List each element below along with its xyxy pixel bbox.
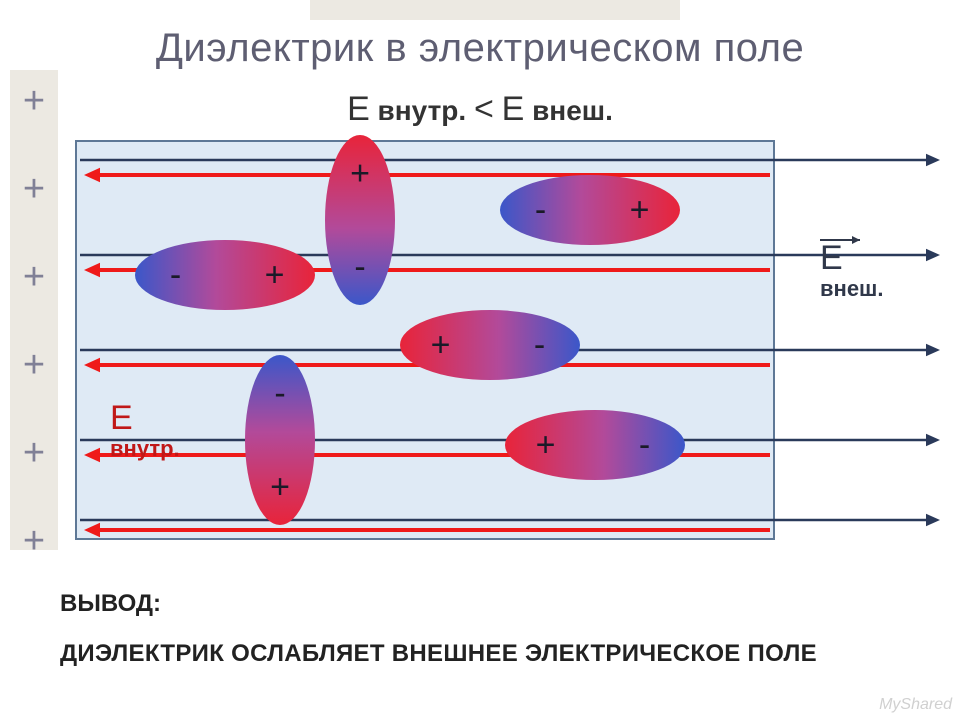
conclusion-heading: ВЫВОД: bbox=[60, 590, 161, 618]
dipole-plus-icon: + bbox=[265, 256, 285, 294]
dipole-plus-icon: + bbox=[536, 426, 556, 464]
conclusion-text: ДИЭЛЕКТРИК ОСЛАБЛЯЕТ ВНЕШНЕЕ ЭЛЕКТРИЧЕСК… bbox=[60, 640, 817, 668]
dipole-plus-icon: + bbox=[630, 191, 650, 229]
label-e-internal: Е внутр. bbox=[110, 400, 180, 462]
dipole-plus-icon: + bbox=[350, 154, 370, 192]
dipole-minus-icon: - bbox=[639, 426, 650, 464]
dipole-plus-icon: + bbox=[431, 326, 451, 364]
dipole: +- bbox=[505, 410, 685, 480]
dipole-minus-icon: - bbox=[274, 374, 285, 412]
dipole: +- bbox=[135, 240, 315, 310]
dipole: +- bbox=[400, 310, 580, 380]
dipole: +- bbox=[500, 175, 680, 245]
dipole-minus-icon: - bbox=[354, 248, 365, 286]
watermark: MyShared bbox=[879, 696, 952, 714]
dipole: +- bbox=[245, 355, 315, 525]
dipole-minus-icon: - bbox=[170, 256, 181, 294]
label-e-external: Е внеш. bbox=[820, 240, 884, 302]
slide-root: Диэлектрик в электрическом поле Е внутр.… bbox=[0, 0, 960, 720]
dipole-plus-icon: + bbox=[270, 468, 290, 506]
dipole-minus-icon: - bbox=[534, 326, 545, 364]
dipole: +- bbox=[325, 135, 395, 305]
dipole-minus-icon: - bbox=[535, 191, 546, 229]
